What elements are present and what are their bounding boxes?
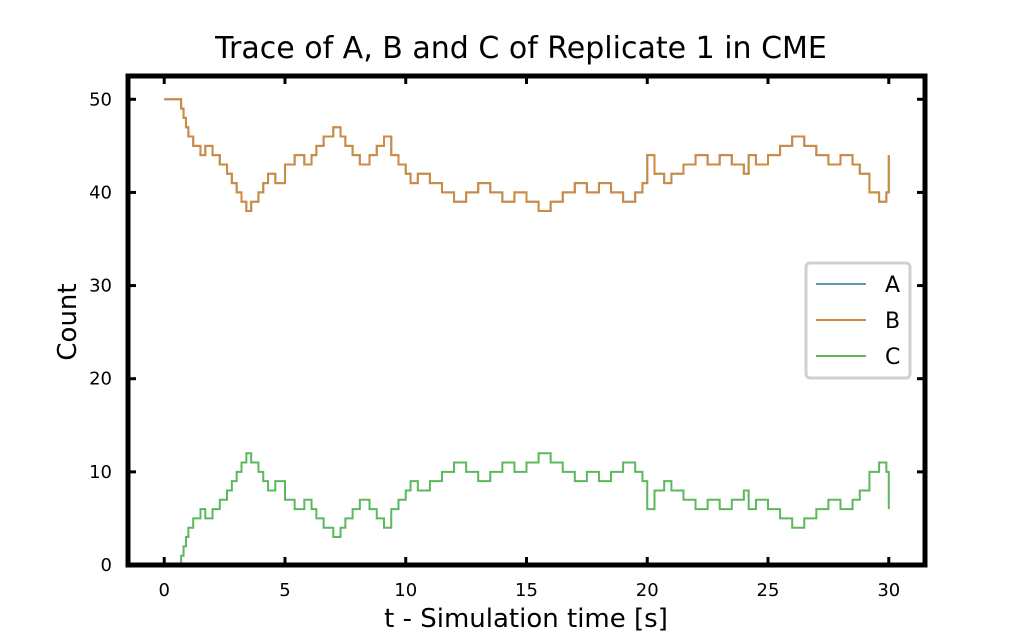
- y-tick-label: 50: [89, 89, 112, 110]
- legend-label-b: B: [885, 309, 900, 334]
- plot-series: [164, 98, 890, 566]
- y-axis-label: Count: [53, 283, 83, 360]
- x-tick-label: 5: [279, 580, 290, 601]
- chart-title: Trace of A, B and C of Replicate 1 in CM…: [214, 31, 827, 66]
- legend-label-a: A: [885, 273, 900, 298]
- legend-label-c: C: [885, 345, 900, 370]
- series-line-c: [164, 452, 890, 566]
- y-tick-label: 40: [89, 182, 112, 203]
- series-line-b: [164, 98, 890, 213]
- x-tick-label: 30: [877, 580, 900, 601]
- x-tick-label: 25: [757, 580, 780, 601]
- x-axis-label: t - Simulation time [s]: [384, 604, 668, 634]
- y-tick-label: 10: [89, 462, 112, 483]
- x-tick-label: 20: [636, 580, 659, 601]
- x-axis-ticks: 0 5 10 15 20 25 30: [159, 76, 900, 601]
- y-tick-label: 20: [89, 369, 112, 390]
- y-tick-label: 0: [101, 555, 112, 576]
- x-tick-label: 15: [515, 580, 538, 601]
- y-tick-label: 30: [89, 276, 112, 297]
- legend: ABC: [804, 261, 912, 380]
- y-axis-ticks: 0 10 20 30 40 50: [89, 89, 925, 576]
- x-tick-label: 0: [159, 580, 170, 601]
- x-tick-label: 10: [394, 580, 417, 601]
